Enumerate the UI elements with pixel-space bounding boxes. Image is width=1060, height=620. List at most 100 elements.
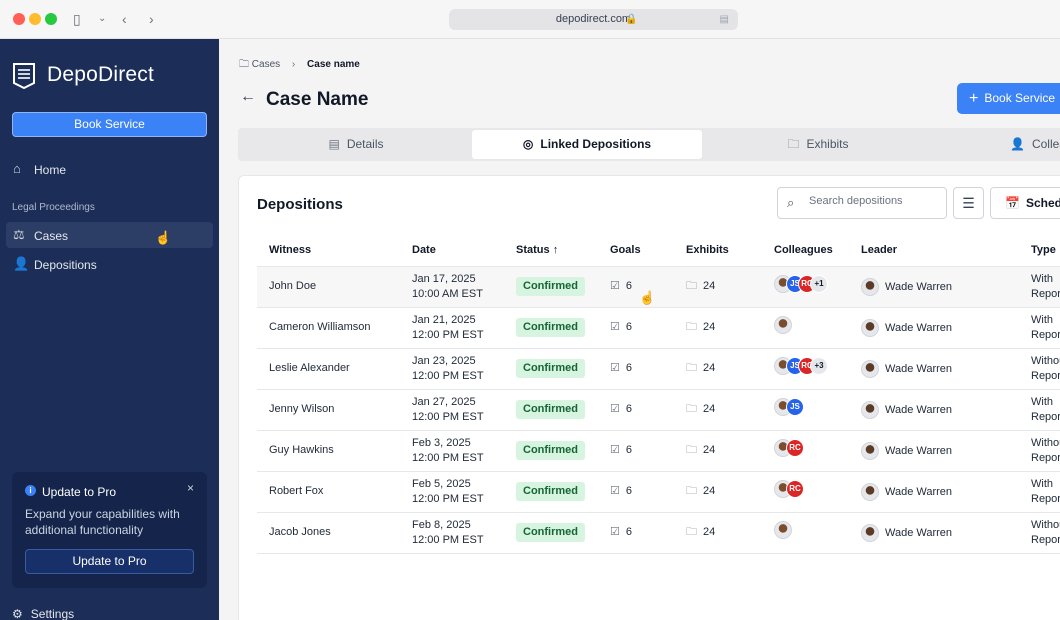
leader-cell: Wade Warren [849, 512, 1019, 554]
exhibits-cell: 🗀 24 [674, 307, 762, 349]
leader-cell: Wade Warren [849, 389, 1019, 431]
tab-exhibits[interactable]: 🗀 Exhibits [703, 130, 933, 159]
table-row[interactable]: Jacob Jones Feb 8, 2025 12:00 PM EST Confir… [257, 512, 1060, 554]
column-header-exhibits[interactable]: Exhibits [674, 234, 762, 267]
column-header-leader[interactable]: Leader [849, 234, 1019, 267]
book-service-label: Book Service [984, 91, 1056, 105]
tab-bar: ▤ Details ◎ Linked Depositions 🗀 Exhibits 👤… [238, 128, 1060, 161]
upgrade-promo: i Update to Pro × Expand your capabiliti… [12, 472, 207, 588]
sidebar-item-depositions[interactable]: 👤 Depositions [6, 251, 213, 277]
table-row[interactable]: Leslie Alexander Jan 23, 2025 12:00 PM EST… [257, 348, 1060, 390]
goals-count: 6 [625, 403, 632, 415]
checkbox-icon: ☑ [610, 526, 620, 538]
minimize-window-button[interactable] [29, 13, 41, 25]
leader-cell: Wade Warren [849, 307, 1019, 349]
sidebar-item-home[interactable]: ⌂ Home [6, 156, 213, 182]
close-icon[interactable]: × [187, 481, 195, 495]
avatar-group[interactable]: JS [774, 398, 804, 416]
column-header-status[interactable]: Status ↑ [504, 234, 598, 267]
tab-details[interactable]: ▤ Details [241, 130, 471, 159]
avatar [861, 482, 879, 501]
back-arrow-icon[interactable]: ‹ [122, 11, 127, 27]
status-badge: Confirmed [516, 359, 585, 378]
book-service-button[interactable]: Book Service [12, 112, 207, 137]
goals-cell: ☑ 6 [598, 512, 674, 554]
logo-icon [13, 63, 35, 89]
lock-icon: 🔒 [625, 14, 638, 25]
column-header-goals[interactable]: Goals [598, 234, 674, 267]
table-row[interactable]: Cameron Williamson Jan 21, 2025 12:00 PM E… [257, 307, 1060, 349]
table-row[interactable]: Guy Hawkins Feb 3, 2025 12:00 PM EST Confir… [257, 430, 1060, 472]
type-text: Reporter [1031, 410, 1060, 423]
status-badge: Confirmed [516, 482, 585, 501]
table-row[interactable]: Jenny Wilson Jan 27, 2025 12:00 PM EST Conf… [257, 389, 1060, 431]
exhibits-cell: 🗀 24 [674, 348, 762, 390]
avatar [861, 277, 879, 296]
colleagues-cell: JS RC +3 [762, 348, 849, 390]
tab-linked-depositions[interactable]: ◎ Linked Depositions [472, 130, 702, 159]
folder-icon: 🗀 [686, 485, 697, 497]
promo-description: Expand your capabilities with additional… [25, 507, 180, 537]
column-header-witness[interactable]: Witness [257, 234, 400, 267]
avatar-group[interactable]: JS RC +1 [774, 275, 828, 293]
type-text: Reporter [1031, 287, 1060, 300]
filter-button[interactable]: ☰ [953, 187, 984, 219]
avatar [861, 400, 879, 419]
checkbox-icon: ☑ [610, 280, 620, 292]
avatar-group[interactable]: RC [774, 480, 804, 498]
browser-toolbar: ▯ ⌄ ‹ › depodirect.com 🔒 ▤ [0, 0, 1060, 39]
avatar-group[interactable]: JS RC +3 [774, 357, 828, 375]
tab-colleagues[interactable]: 👤 Colleagues [934, 130, 1060, 159]
sidebar-item-cases[interactable]: ⚖ Cases [6, 222, 213, 248]
type-text: With [1031, 313, 1053, 326]
breadcrumb-link[interactable]: Cases [251, 59, 281, 70]
table-row[interactable]: Robert Fox Feb 5, 2025 12:00 PM EST Confirm… [257, 471, 1060, 513]
status-cell: Confirmed [504, 389, 598, 431]
sidebar-toggle-icon[interactable]: ▯ [73, 11, 81, 27]
sidebar-item-settings[interactable]: ⚙ Settings [12, 607, 74, 620]
goals-cell: ☑ 6 [598, 430, 674, 472]
chevron-down-icon[interactable]: ⌄ [98, 13, 107, 24]
exhibits-count: 24 [703, 280, 716, 292]
status-cell: Confirmed [504, 471, 598, 513]
search-icon: ⌕ [787, 195, 795, 210]
forward-arrow-icon[interactable]: › [149, 11, 154, 27]
reader-icon[interactable]: ▤ [719, 14, 729, 25]
book-service-button[interactable]: + Book Service [957, 83, 1060, 114]
folder-icon: 🗀 [686, 321, 697, 333]
avatar-group[interactable] [774, 521, 792, 539]
goals-count: 6 [625, 362, 632, 374]
document-icon: ▤ [328, 137, 340, 151]
time-text: 12:00 PM EST [412, 492, 484, 505]
type-cell: With Reporter [1019, 307, 1060, 349]
avatar-group[interactable]: RC [774, 439, 804, 457]
type-text: Reporter [1031, 369, 1060, 382]
schedule-button[interactable]: 📅 Schedule [990, 187, 1060, 219]
url-text: depodirect.com [555, 13, 632, 25]
address-bar[interactable]: depodirect.com 🔒 ▤ [449, 9, 738, 30]
column-header-date[interactable]: Date [400, 234, 504, 267]
goals-count: 6 [625, 280, 632, 292]
date-cell: Jan 21, 2025 12:00 PM EST [400, 307, 504, 349]
exhibits-count: 24 [703, 321, 716, 333]
settings-label: Settings [30, 607, 75, 620]
sidebar-item-label: Cases [34, 229, 69, 243]
colleagues-cell: JS [762, 389, 849, 431]
back-arrow-icon[interactable]: ← [240, 88, 256, 105]
info-icon: i [25, 485, 36, 496]
avatar-group[interactable] [774, 316, 792, 334]
close-window-button[interactable] [13, 13, 25, 25]
maximize-window-button[interactable] [45, 13, 57, 25]
column-header-type[interactable]: Type [1019, 234, 1060, 267]
home-icon: ⌂ [13, 161, 21, 176]
table-row[interactable]: John Doe Jan 17, 2025 10:00 AM EST Confirme… [257, 266, 1060, 308]
search-input[interactable] [809, 195, 939, 207]
status-cell: Confirmed [504, 307, 598, 349]
type-cell: With Reporter [1019, 266, 1060, 308]
search-box[interactable]: ⌕ [777, 187, 947, 219]
page-title: Case Name [266, 89, 369, 110]
column-header-colleagues[interactable]: Colleagues [762, 234, 849, 267]
update-to-pro-button[interactable]: Update to Pro [25, 549, 194, 574]
type-text: Reporter [1031, 451, 1060, 464]
status-badge: Confirmed [516, 400, 585, 419]
